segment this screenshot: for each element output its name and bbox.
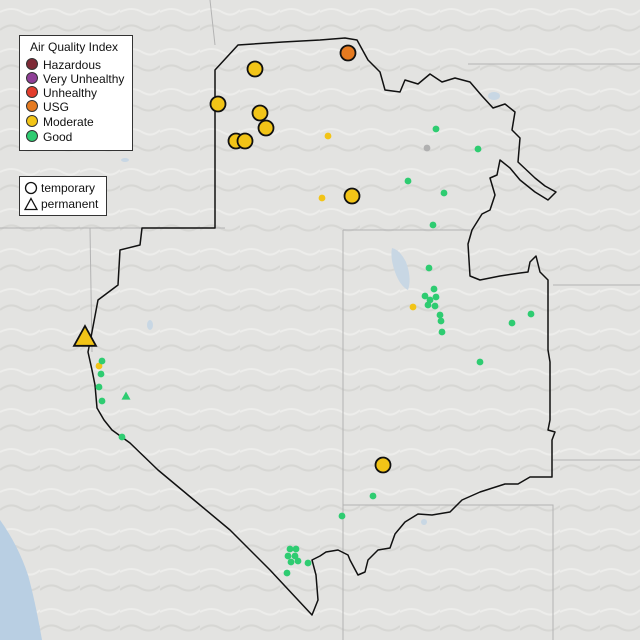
monitor-good-circle-20[interactable] bbox=[425, 264, 433, 272]
lake-2 bbox=[121, 158, 129, 162]
monitor-good-triangle-39[interactable] bbox=[121, 391, 131, 400]
monitor-good-circle-34[interactable] bbox=[338, 512, 346, 520]
circle-icon bbox=[24, 181, 38, 195]
monitor-moderate-circle-3[interactable] bbox=[251, 104, 269, 122]
aqi-legend: Air Quality Index Hazardous Very Unhealt… bbox=[19, 35, 133, 151]
monitor-good-circle-35[interactable] bbox=[98, 357, 106, 365]
monitor-good-circle-21[interactable] bbox=[430, 285, 438, 293]
monitor-good-circle-45[interactable] bbox=[287, 558, 295, 566]
lake-1 bbox=[488, 92, 500, 100]
monitor-good-circle-33[interactable] bbox=[369, 492, 377, 500]
monitor-moderate-circle-10[interactable] bbox=[324, 132, 332, 140]
monitor-good-circle-31[interactable] bbox=[508, 319, 516, 327]
monitor-moderate-circle-2[interactable] bbox=[209, 95, 227, 113]
pacific-ocean bbox=[0, 520, 42, 640]
monitor-good-circle-40[interactable] bbox=[118, 433, 126, 441]
monitor-moderate-circle-8[interactable] bbox=[374, 456, 392, 474]
monitor-moderate-circle-7[interactable] bbox=[343, 187, 361, 205]
monitor-good-circle-16[interactable] bbox=[474, 145, 482, 153]
monitor-good-circle-26[interactable] bbox=[431, 302, 439, 310]
good-swatch bbox=[26, 130, 38, 142]
moderate-swatch bbox=[26, 115, 38, 127]
monitor-moderate-circle-13[interactable] bbox=[95, 362, 103, 370]
monitor-good-circle-28[interactable] bbox=[437, 317, 445, 325]
monitor-good-circle-22[interactable] bbox=[421, 292, 429, 300]
monitor-moderate-circle-1[interactable] bbox=[246, 60, 264, 78]
legend-item-very-unhealthy: Very Unhealthy bbox=[26, 72, 124, 86]
monitor-good-circle-44[interactable] bbox=[291, 552, 299, 560]
legend-item-unhealthy: Unhealthy bbox=[26, 86, 97, 100]
monitor-moderate-circle-4[interactable] bbox=[257, 119, 275, 137]
monitor-good-circle-17[interactable] bbox=[404, 177, 412, 185]
monitor-good-circle-36[interactable] bbox=[97, 370, 105, 378]
monitor-good-circle-37[interactable] bbox=[95, 383, 103, 391]
monitor-moderate-triangle-9[interactable] bbox=[72, 324, 98, 347]
monitor-good-circle-30[interactable] bbox=[527, 310, 535, 318]
monitor-good-circle-43[interactable] bbox=[284, 552, 292, 560]
monitor-good-circle-24[interactable] bbox=[432, 293, 440, 301]
legend-item-moderate: Moderate bbox=[26, 115, 94, 129]
monitor-moderate-circle-6[interactable] bbox=[236, 132, 254, 150]
lake-3 bbox=[147, 320, 153, 330]
monitor-good-circle-29[interactable] bbox=[438, 328, 446, 336]
very-unhealthy-swatch bbox=[26, 72, 38, 84]
monitor-type-legend: temporary permanent bbox=[19, 176, 107, 216]
monitor-moderate-circle-12[interactable] bbox=[409, 303, 417, 311]
monitor-moderate-circle-11[interactable] bbox=[318, 194, 326, 202]
aqi-legend-title: Air Quality Index bbox=[30, 40, 119, 54]
triangle-icon bbox=[23, 197, 39, 211]
legend-item-temporary: temporary bbox=[24, 180, 95, 196]
unhealthy-swatch bbox=[26, 86, 38, 98]
monitor-good-circle-38[interactable] bbox=[98, 397, 106, 405]
monitor-good-circle-18[interactable] bbox=[440, 189, 448, 197]
monitor-good-circle-27[interactable] bbox=[436, 311, 444, 319]
legend-item-good: Good bbox=[26, 130, 72, 144]
monitor-good-circle-41[interactable] bbox=[286, 545, 294, 553]
monitor-good-circle-32[interactable] bbox=[476, 358, 484, 366]
usg-swatch bbox=[26, 100, 38, 112]
monitor-markers bbox=[72, 44, 535, 577]
monitor-usg-circle-0[interactable] bbox=[339, 44, 357, 62]
monitor-good-circle-46[interactable] bbox=[294, 557, 302, 565]
monitor-no-data-circle-14[interactable] bbox=[423, 144, 431, 152]
legend-item-hazardous: Hazardous bbox=[26, 58, 101, 72]
great-salt-lake bbox=[391, 248, 410, 290]
legend-item-usg: USG bbox=[26, 100, 69, 114]
monitor-good-circle-19[interactable] bbox=[429, 221, 437, 229]
monitor-good-circle-48[interactable] bbox=[283, 569, 291, 577]
legend-item-permanent: permanent bbox=[23, 196, 98, 212]
lake-4 bbox=[421, 519, 427, 525]
monitor-good-circle-25[interactable] bbox=[424, 301, 432, 309]
monitor-good-circle-15[interactable] bbox=[432, 125, 440, 133]
monitor-good-circle-47[interactable] bbox=[304, 559, 312, 567]
region-boundary bbox=[87, 37, 557, 616]
monitor-good-circle-42[interactable] bbox=[292, 545, 300, 553]
hazardous-swatch bbox=[26, 58, 38, 70]
